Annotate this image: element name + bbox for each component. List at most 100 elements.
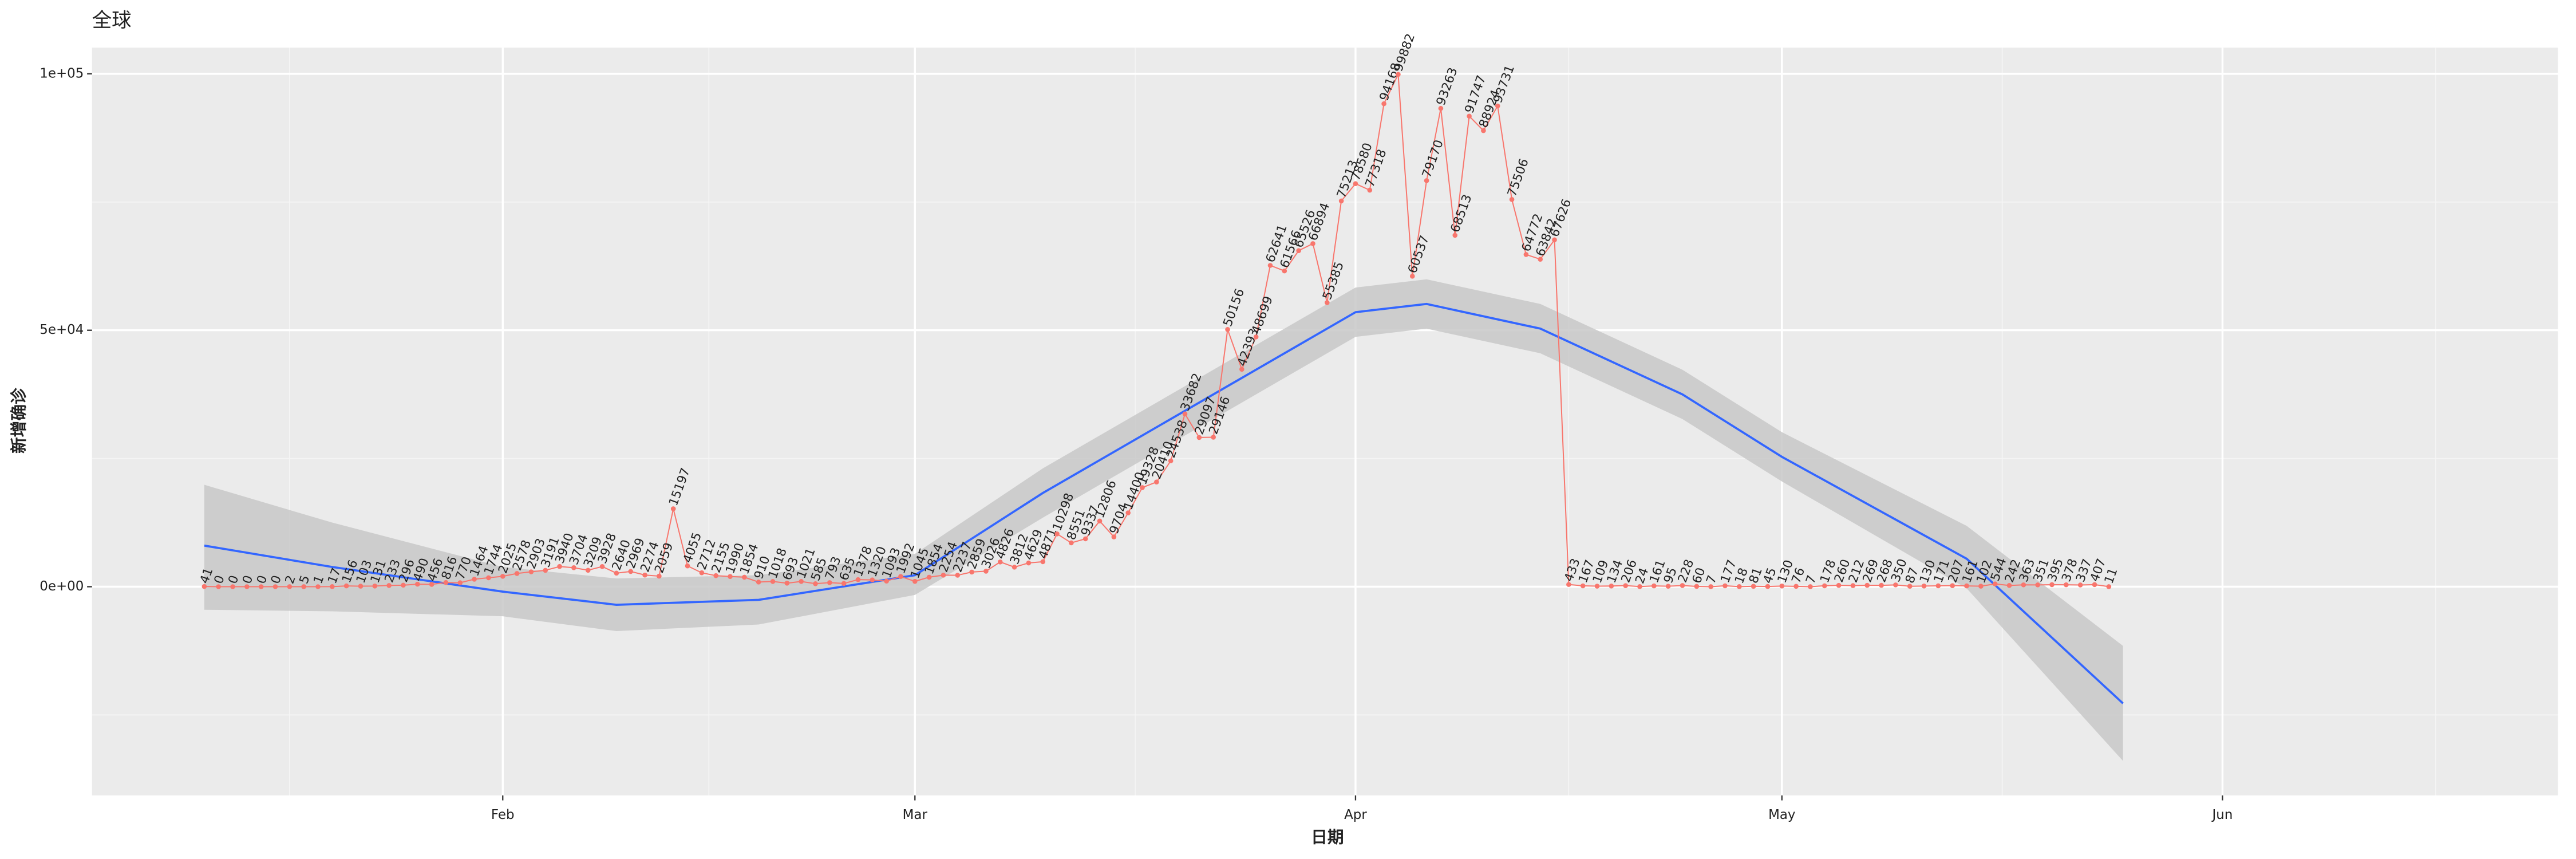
data-point [770,579,776,584]
data-point [1211,435,1216,440]
data-point [685,563,690,569]
data-point [1921,584,1927,589]
data-point [1580,583,1586,589]
data-point [2035,582,2041,588]
data-point [642,572,647,578]
data-point [1879,582,1884,588]
data-point [841,581,847,586]
data-point [1097,518,1103,524]
data-point [969,569,974,575]
data-point [1495,103,1500,109]
data-point [813,581,818,586]
data-point [258,584,264,589]
data-point [1111,534,1117,539]
data-point [2092,582,2097,588]
data-point [799,579,804,584]
data-point [1069,540,1074,546]
data-point [443,580,449,585]
data-point [1409,274,1415,279]
data-point [1765,584,1771,589]
data-point [571,565,576,570]
data-point [1864,582,1870,588]
data-point [1836,582,1842,588]
data-point [1012,565,1017,570]
data-point [1623,583,1628,588]
data-point [358,584,364,589]
data-point [742,574,747,580]
data-point [486,575,491,581]
data-point [472,577,477,582]
data-point [1552,237,1557,243]
data-point [287,584,293,589]
data-point [2106,584,2112,589]
data-point [1225,327,1230,332]
data-point [599,564,605,569]
x-tick-label: Feb [491,807,515,822]
data-point [514,571,520,576]
data-point [585,568,591,573]
data-point [657,573,662,579]
data-point [528,569,534,574]
x-tick-label: May [1768,807,1795,822]
data-point [557,564,562,569]
data-point [1082,536,1088,542]
data-point [457,580,463,585]
data-point [1125,510,1131,515]
data-point [1324,300,1330,305]
data-point [372,584,378,589]
data-point [1893,582,1898,588]
data-point [272,584,278,589]
y-tick-label: 5e+04 [39,322,84,337]
data-point [1722,583,1728,589]
x-tick-label: Apr [1344,807,1367,822]
data-point [500,574,505,579]
data-point [926,574,932,580]
data-point [941,573,946,578]
data-point [2049,582,2055,588]
data-point [1751,584,1756,589]
x-axis-label: 日期 [1311,828,1344,847]
data-point [1964,583,1969,589]
data-point [216,584,222,589]
data-point [827,580,832,585]
data-point [230,584,235,589]
data-point [1950,583,1955,588]
panel [92,48,2558,796]
data-point [1538,257,1543,262]
data-point [1140,485,1145,490]
data-point [898,574,903,579]
data-point [1907,584,1913,589]
data-point [1652,583,1657,589]
data-point [1239,367,1244,372]
data-point [983,569,989,574]
smooth-line [204,302,2124,704]
data-point [429,582,434,587]
data-point [301,584,306,589]
data-point [1196,435,1202,440]
data-point [343,583,349,589]
data-point [202,584,207,589]
data-point [2064,582,2069,588]
data-point [1381,101,1386,107]
data-point [1154,479,1159,485]
data-point [1296,248,1301,253]
data-point [315,584,321,589]
y-tick-label: 0e+00 [39,579,84,594]
data-point [1566,582,1571,587]
y-axis-label: 新增确诊 [9,387,28,454]
data-point [1168,458,1174,464]
data-point [997,559,1003,565]
data-point [1694,584,1700,589]
data-point [1935,583,1941,589]
data-point [1793,584,1799,589]
data-point [1282,268,1287,274]
data-point [1850,583,1856,588]
x-tick-label: Mar [903,807,928,822]
data-point [1253,334,1259,340]
data-point [614,570,619,576]
data-point [543,568,548,573]
data-point [784,580,790,586]
data-point [670,506,676,511]
chart-title: 全球 [92,9,132,32]
